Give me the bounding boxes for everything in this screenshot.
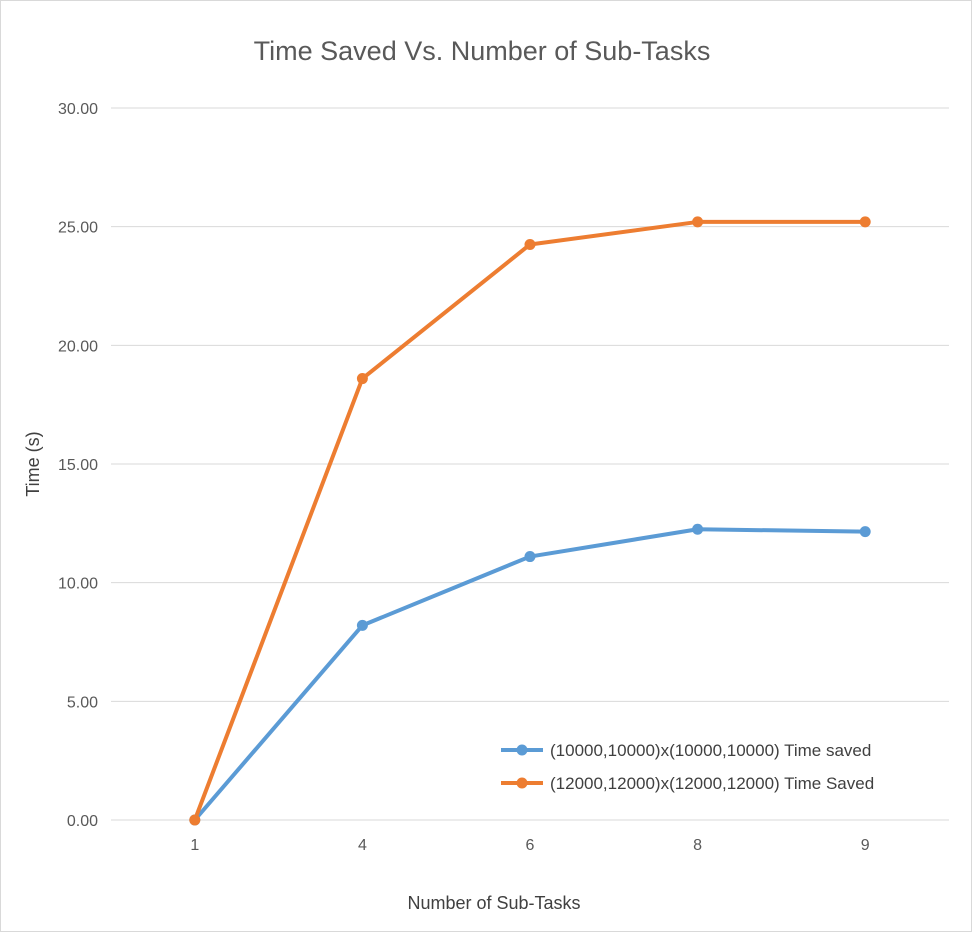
y-tick-label: 20.00 bbox=[58, 338, 98, 355]
legend: (10000,10000)x(10000,10000) Time saved (… bbox=[501, 741, 874, 793]
x-tick-label: 6 bbox=[526, 837, 535, 854]
legend-marker-series-2 bbox=[516, 777, 528, 789]
data-point-series-2 bbox=[356, 373, 368, 385]
legend-marker-series-1 bbox=[516, 744, 528, 756]
x-axis-ticks: 1 4 6 8 9 bbox=[190, 837, 869, 854]
chart-title: Time Saved Vs. Number of Sub-Tasks bbox=[254, 36, 711, 66]
legend-item-series-2: (12000,12000)x(12000,12000) Time Saved bbox=[501, 774, 874, 793]
y-tick-label: 15.00 bbox=[58, 457, 98, 474]
y-tick-label: 30.00 bbox=[58, 101, 98, 118]
legend-item-series-1: (10000,10000)x(10000,10000) Time saved bbox=[501, 741, 871, 760]
data-point-series-1 bbox=[859, 526, 871, 538]
series-line-2 bbox=[192, 219, 866, 821]
legend-label-series-1: (10000,10000)x(10000,10000) Time saved bbox=[550, 741, 871, 760]
x-tick-label: 4 bbox=[358, 837, 367, 854]
series-lines bbox=[189, 216, 871, 826]
x-tick-label: 9 bbox=[861, 837, 870, 854]
data-point-series-1 bbox=[524, 551, 536, 563]
data-point-series-2 bbox=[189, 814, 201, 826]
y-axis-label: Time (s) bbox=[23, 431, 43, 496]
y-tick-label: 0.00 bbox=[67, 813, 98, 830]
gridlines bbox=[111, 107, 949, 821]
legend-label-series-2: (12000,12000)x(12000,12000) Time Saved bbox=[550, 774, 874, 793]
data-point-series-1 bbox=[356, 619, 368, 631]
y-tick-label: 25.00 bbox=[58, 220, 98, 237]
x-tick-label: 8 bbox=[693, 837, 702, 854]
x-tick-label: 1 bbox=[190, 837, 199, 854]
x-axis-label: Number of Sub-Tasks bbox=[407, 893, 580, 913]
data-point-series-1 bbox=[692, 523, 704, 535]
data-point-series-2 bbox=[859, 216, 871, 228]
data-point-series-2 bbox=[524, 238, 536, 250]
y-tick-label: 10.00 bbox=[58, 576, 98, 593]
y-axis-ticks: 0.00 5.00 10.00 15.00 20.00 25.00 30.00 bbox=[58, 101, 98, 830]
data-point-series-2 bbox=[692, 216, 704, 228]
y-tick-label: 5.00 bbox=[67, 694, 98, 711]
